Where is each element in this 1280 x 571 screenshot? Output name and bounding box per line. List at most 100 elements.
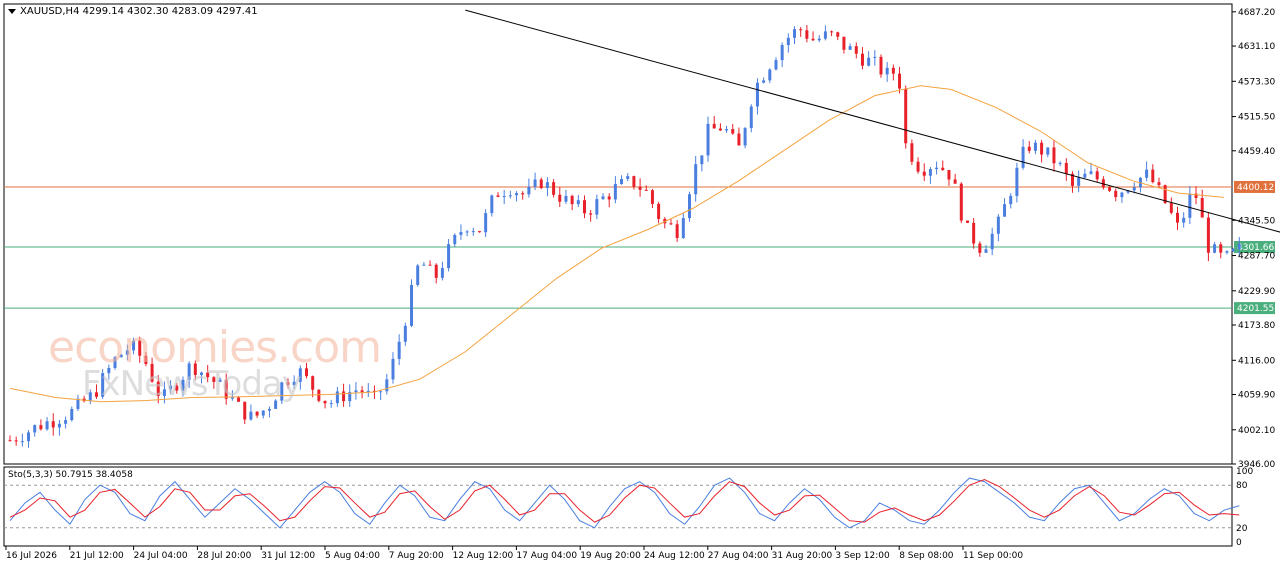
candle-body [1021,146,1025,168]
candle-body [848,46,852,50]
candle-body [823,31,827,39]
candle-body [237,397,241,402]
candle-body [706,123,710,156]
candle-body [620,178,624,185]
candle-body [552,182,556,195]
x-tick-label: 7 Aug 20:00 [389,551,444,561]
candle-body [681,218,685,239]
candle-body [484,213,488,233]
watermark-economies: economies.com [48,322,382,373]
candle-body [755,82,759,107]
candle-body [101,373,105,397]
candle-body [879,56,883,75]
candle-body [1194,193,1198,198]
candle-body [286,382,290,386]
candle-body [959,183,963,221]
x-tick-label: 31 Aug 20:00 [772,551,833,561]
candle-body [274,400,278,409]
candle-body [94,392,98,397]
candle-body [965,220,969,223]
candle-body [1188,193,1192,218]
y-tick-label: 4459.40 [1238,147,1275,157]
candle-body [502,196,506,198]
candle-body [817,38,821,41]
y-tick-label: 4345.50 [1238,216,1275,226]
candle-body [305,368,309,377]
x-tick-label: 28 Jul 20:00 [197,551,251,561]
main-panel-frame [3,3,1233,465]
candle-body [1015,167,1019,196]
candle-body [626,176,630,179]
level-tag [1234,180,1275,193]
candle-body [570,195,574,205]
candle-body [941,167,945,171]
y-tick-label: 4002.10 [1238,426,1275,436]
y-tick-label: 4515.50 [1238,113,1275,123]
dropdown-triangle-icon[interactable] [8,8,16,14]
candle-body [984,249,988,253]
y-tick-label: 4059.90 [1238,391,1275,401]
candle-body [539,179,543,189]
candle-body [397,341,401,359]
x-tick-label: 5 Aug 04:00 [325,551,380,561]
candle-body [1089,171,1093,174]
y-tick-label: 4116.00 [1238,356,1275,366]
candle-body [1009,195,1013,205]
candle-body [996,216,1000,234]
candle-body [638,186,642,190]
candle-body [206,372,210,378]
candle-body [972,222,976,244]
stochastic-tick-label: 20 [1236,524,1248,534]
candle-body [873,56,877,58]
candle-body [842,36,846,50]
candle-body [360,390,364,393]
candle-body [1108,187,1112,191]
candle-body [793,29,797,38]
candle-body [1182,217,1186,223]
stochastic-panel-frame [3,466,1233,547]
candle-body [613,184,617,200]
candle-body [576,200,580,205]
candle-body [774,60,778,70]
candle-body [33,425,37,433]
candle-body [434,264,438,278]
candle-body [688,194,692,219]
candle-body [169,385,173,390]
candle-body [650,190,654,204]
candle-body [490,195,494,214]
stochastic-tick-label: 80 [1236,481,1248,491]
candle-body [718,128,722,131]
candle-body [601,196,605,200]
candle-body [27,432,31,442]
x-tick-label: 31 Jul 12:00 [261,551,315,561]
candle-body [113,357,117,368]
candle-body [440,268,444,278]
candle-body [1126,190,1130,193]
candle-body [582,200,586,214]
candle-body [1064,162,1068,174]
candle-body [1077,177,1081,186]
candle-body [1206,217,1210,253]
candle-body [416,265,420,285]
candle-body [107,367,111,374]
stochastic-tick-label: 100 [1236,467,1253,477]
moving-average-line [9,85,1225,403]
candle-body [891,67,895,74]
candle-body [447,244,451,269]
candle-body [675,224,679,239]
candle-body [527,186,531,195]
candle-body [533,179,537,187]
candle-body [465,231,469,233]
candle-body [20,441,24,443]
candle-body [854,46,858,54]
candle-body [990,233,994,250]
candle-body [428,264,432,266]
chart-header: XAUUSD,H4 4299.14 4302.30 4283.09 4297.4… [8,6,258,17]
x-tick-label: 12 Aug 12:00 [453,551,514,561]
x-tick-label: 11 Sep 00:00 [963,551,1023,561]
candle-body [342,391,346,402]
candle-body [45,421,49,430]
candle-body [515,193,519,196]
candle-body [830,31,834,33]
x-tick-label: 8 Sep 08:00 [899,551,954,561]
